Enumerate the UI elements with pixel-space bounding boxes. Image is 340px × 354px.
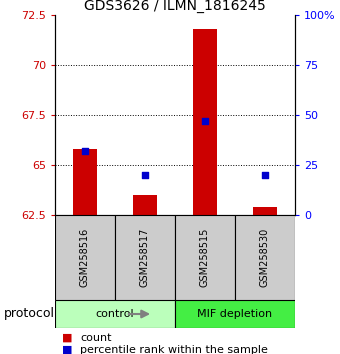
- Text: GSM258530: GSM258530: [260, 228, 270, 287]
- Point: [142, 172, 148, 178]
- Bar: [55, 215, 115, 300]
- Text: protocol: protocol: [3, 308, 54, 320]
- Text: ■: ■: [62, 345, 76, 354]
- Title: GDS3626 / ILMN_1816245: GDS3626 / ILMN_1816245: [84, 0, 266, 13]
- Point: [262, 172, 268, 178]
- Bar: [73, 149, 97, 215]
- Text: GSM258517: GSM258517: [140, 228, 150, 287]
- Bar: [193, 29, 217, 215]
- Bar: [175, 215, 235, 300]
- Point: [82, 148, 88, 154]
- Text: GSM258516: GSM258516: [80, 228, 90, 287]
- Text: MIF depletion: MIF depletion: [198, 309, 273, 319]
- Text: ■: ■: [62, 333, 76, 343]
- Bar: [235, 215, 295, 300]
- Text: control: control: [96, 309, 134, 319]
- Bar: [133, 195, 157, 215]
- Text: GSM258515: GSM258515: [200, 228, 210, 287]
- Text: count: count: [81, 333, 112, 343]
- Bar: [115, 215, 175, 300]
- Bar: [55, 300, 175, 328]
- Text: percentile rank within the sample: percentile rank within the sample: [81, 345, 268, 354]
- Bar: [175, 300, 295, 328]
- Bar: [253, 207, 277, 215]
- Point: [202, 118, 208, 124]
